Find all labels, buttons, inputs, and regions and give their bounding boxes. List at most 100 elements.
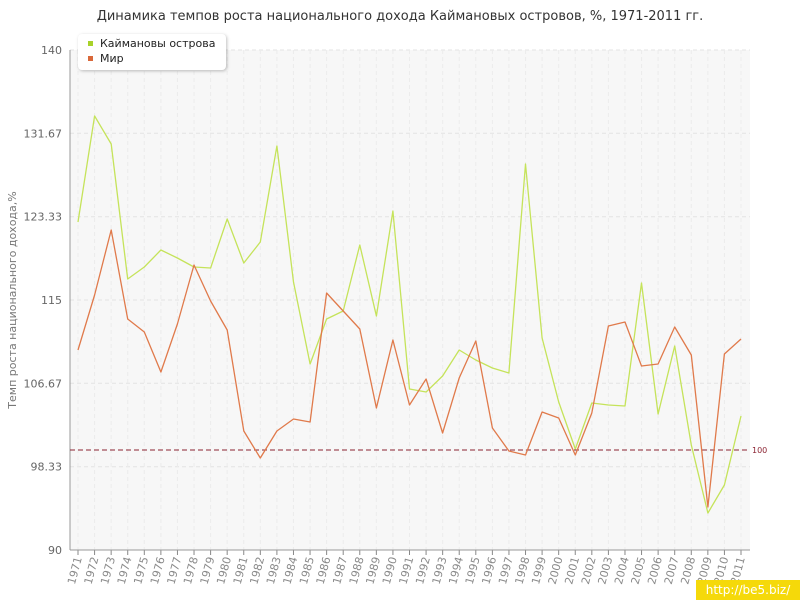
axis-layer bbox=[69, 50, 750, 555]
data-point-series-2 bbox=[226, 329, 228, 331]
data-point-series-1 bbox=[458, 349, 460, 351]
y-tick-label: 131.67 bbox=[24, 127, 63, 140]
data-point-series-1 bbox=[259, 241, 261, 243]
legend-label-series-2: Мир bbox=[100, 52, 124, 65]
series-layer bbox=[77, 115, 742, 514]
y-tick-label: 123.33 bbox=[24, 211, 63, 224]
legend-item-series-1[interactable]: Каймановы острова bbox=[88, 37, 215, 51]
data-point-series-2 bbox=[690, 354, 692, 356]
data-point-series-1 bbox=[110, 143, 112, 145]
data-point-series-1 bbox=[375, 315, 377, 317]
legend-swatch-series-1 bbox=[88, 40, 93, 46]
data-point-series-1 bbox=[127, 278, 129, 280]
data-point-series-1 bbox=[491, 367, 493, 369]
data-point-series-2 bbox=[127, 318, 129, 320]
data-point-series-1 bbox=[690, 444, 692, 446]
data-point-series-1 bbox=[508, 372, 510, 374]
data-point-series-2 bbox=[259, 457, 261, 459]
data-point-series-1 bbox=[243, 262, 245, 264]
data-point-series-1 bbox=[475, 359, 477, 361]
data-point-series-2 bbox=[475, 340, 477, 342]
y-tick-label: 115 bbox=[41, 294, 62, 307]
data-point-series-2 bbox=[674, 326, 676, 328]
data-point-series-2 bbox=[607, 325, 609, 327]
data-point-series-1 bbox=[524, 163, 526, 165]
data-point-series-2 bbox=[541, 411, 543, 413]
data-point-series-2 bbox=[93, 294, 95, 296]
chart-title: Динамика темпов роста национального дохо… bbox=[96, 9, 704, 24]
data-point-series-2 bbox=[557, 417, 559, 419]
data-point-series-1 bbox=[359, 244, 361, 246]
data-point-series-1 bbox=[276, 145, 278, 147]
data-point-series-1 bbox=[723, 484, 725, 486]
series-line-1 bbox=[77, 115, 742, 514]
data-point-series-2 bbox=[441, 432, 443, 434]
data-point-series-2 bbox=[524, 454, 526, 456]
data-point-series-1 bbox=[674, 345, 676, 347]
legend-item-series-2[interactable]: Мир bbox=[88, 52, 124, 66]
data-point-series-2 bbox=[591, 412, 593, 414]
data-point-series-1 bbox=[93, 115, 95, 117]
data-point-series-2 bbox=[707, 506, 709, 508]
data-point-series-2 bbox=[209, 300, 211, 302]
data-point-series-2 bbox=[458, 377, 460, 379]
data-point-series-2 bbox=[574, 454, 576, 456]
data-point-series-2 bbox=[292, 418, 294, 420]
data-point-series-2 bbox=[375, 407, 377, 409]
data-point-series-2 bbox=[143, 331, 145, 333]
data-point-series-2 bbox=[640, 365, 642, 367]
data-point-series-1 bbox=[441, 375, 443, 377]
data-point-series-1 bbox=[607, 404, 609, 406]
series-line-2 bbox=[77, 229, 742, 508]
data-point-series-1 bbox=[309, 363, 311, 365]
data-point-series-1 bbox=[740, 415, 742, 417]
data-point-series-1 bbox=[541, 337, 543, 339]
data-point-series-2 bbox=[624, 321, 626, 323]
y-tick-label: 90 bbox=[48, 544, 62, 557]
data-point-series-2 bbox=[243, 430, 245, 432]
data-point-series-2 bbox=[176, 323, 178, 325]
data-point-series-2 bbox=[309, 421, 311, 423]
y-tick-label: 98.33 bbox=[31, 461, 63, 474]
data-point-series-2 bbox=[276, 430, 278, 432]
data-point-series-1 bbox=[325, 318, 327, 320]
legend-swatch-series-2 bbox=[88, 55, 93, 61]
data-point-series-2 bbox=[77, 349, 79, 351]
data-point-series-1 bbox=[557, 401, 559, 403]
y-tick-label: 106.67 bbox=[24, 377, 63, 390]
data-point-series-2 bbox=[110, 229, 112, 231]
data-point-series-2 bbox=[325, 292, 327, 294]
data-point-series-1 bbox=[292, 281, 294, 283]
legend: Каймановы острова Мир bbox=[78, 34, 226, 70]
data-point-series-1 bbox=[707, 512, 709, 514]
data-point-series-2 bbox=[342, 310, 344, 312]
data-point-series-2 bbox=[740, 338, 742, 340]
data-point-series-2 bbox=[392, 339, 394, 341]
data-point-series-2 bbox=[657, 363, 659, 365]
data-point-series-1 bbox=[640, 282, 642, 284]
data-point-series-1 bbox=[209, 267, 211, 269]
reference-line-label: 100 bbox=[752, 446, 767, 455]
data-point-series-2 bbox=[160, 371, 162, 373]
data-point-series-1 bbox=[160, 249, 162, 251]
watermark[interactable]: http://be5.biz/ bbox=[696, 580, 800, 600]
y-tick-label: 140 bbox=[41, 44, 62, 57]
data-point-series-2 bbox=[408, 404, 410, 406]
data-point-series-1 bbox=[143, 266, 145, 268]
data-point-series-1 bbox=[425, 391, 427, 393]
y-axis-title: Темп роста национального дохода,% bbox=[6, 191, 19, 409]
data-point-series-1 bbox=[657, 413, 659, 415]
data-point-series-2 bbox=[508, 450, 510, 452]
data-point-series-2 bbox=[425, 378, 427, 380]
data-point-series-1 bbox=[624, 405, 626, 407]
data-point-series-1 bbox=[574, 448, 576, 450]
data-point-series-2 bbox=[723, 353, 725, 355]
data-point-series-1 bbox=[392, 210, 394, 212]
data-point-series-1 bbox=[408, 388, 410, 390]
data-point-series-1 bbox=[77, 221, 79, 223]
data-point-series-1 bbox=[591, 402, 593, 404]
data-point-series-2 bbox=[359, 328, 361, 330]
legend-label-series-1: Каймановы острова bbox=[100, 37, 216, 50]
data-point-series-2 bbox=[193, 264, 195, 266]
